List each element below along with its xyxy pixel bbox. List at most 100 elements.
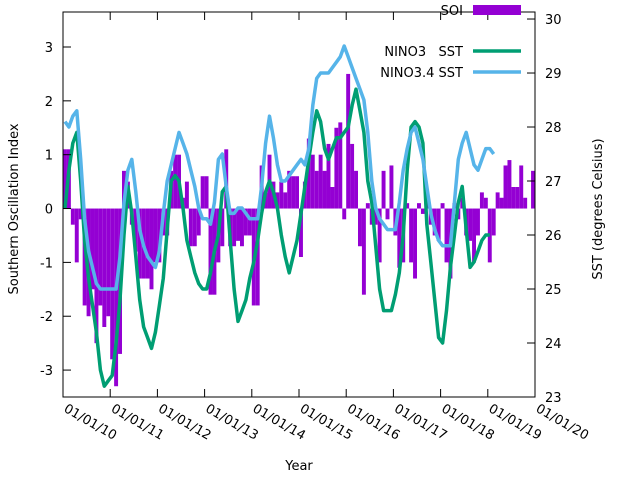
soi-bar — [279, 181, 284, 209]
soi-bar — [531, 170, 535, 209]
y2-tick-label: 29 — [545, 67, 562, 82]
x-tick-label: 01/01/20 — [533, 401, 591, 443]
soi-bar — [306, 138, 311, 209]
soi-bar — [515, 187, 520, 209]
y-tick-label: 1 — [45, 149, 53, 164]
y-tick-label: 3 — [45, 41, 53, 56]
soi-bar — [70, 208, 75, 225]
soi-bar — [468, 208, 473, 241]
soi-bar — [243, 208, 248, 236]
sst-line — [63, 87, 490, 388]
soi-bar — [74, 208, 79, 263]
legend-label: SOI — [441, 4, 463, 19]
soi-bar — [102, 208, 107, 327]
y2-tick-label: 24 — [545, 337, 562, 352]
x-tick-label: 01/01/16 — [344, 401, 402, 443]
soi-bar — [208, 208, 213, 295]
soi-bar — [503, 165, 508, 209]
y-tick-label: -1 — [40, 256, 53, 271]
soi-bar — [78, 208, 83, 220]
soi-bar — [94, 208, 99, 344]
soi-bar — [523, 197, 528, 209]
soi-bar — [483, 197, 488, 209]
legend-label: NINO3 SST — [384, 45, 463, 60]
soi-bar — [326, 143, 331, 209]
soi-bar — [476, 208, 480, 236]
soi-bar — [377, 208, 382, 263]
x-tick-label: 01/01/14 — [250, 401, 308, 443]
soi-bar — [295, 176, 299, 209]
y-tick-label: 2 — [45, 95, 53, 110]
soi-bar — [361, 208, 366, 295]
soi-bar — [358, 208, 362, 247]
y2-tick-label: 30 — [545, 13, 562, 28]
sst-line — [63, 44, 496, 291]
soi-bar — [413, 208, 417, 279]
soi-bar — [405, 203, 410, 209]
soi-bar — [98, 208, 103, 306]
x-tick-label: 01/01/12 — [155, 401, 213, 443]
soi-bar — [318, 154, 323, 209]
soi-bar — [299, 208, 303, 257]
soi-bar — [507, 160, 512, 209]
y2-tick-label: 27 — [545, 175, 562, 190]
soi-bar — [236, 208, 240, 241]
soi-bar — [173, 154, 178, 209]
soi-bar — [196, 208, 201, 236]
soi-bar — [444, 208, 449, 263]
soi-bar — [385, 208, 390, 220]
soi-bar — [432, 208, 437, 236]
soi-bar — [137, 208, 142, 279]
soi-bar — [314, 170, 319, 209]
soi-bar — [381, 170, 386, 209]
y-tick-label: -3 — [40, 364, 53, 379]
soi-bar — [346, 73, 351, 209]
soi-bar — [275, 192, 280, 209]
soi-bar — [232, 208, 237, 247]
soi-bar — [247, 208, 252, 236]
soi-bar — [192, 208, 197, 247]
soi-bar — [322, 170, 327, 209]
soi-bar — [153, 208, 158, 263]
soi-bar — [417, 203, 421, 209]
y-tick-label: -2 — [40, 310, 53, 325]
soi-bar — [338, 122, 343, 209]
legend-label: NINO3.4 SST — [380, 66, 463, 81]
soi-bar — [200, 176, 205, 209]
soi-bar — [310, 154, 315, 209]
soi-bar — [287, 170, 292, 209]
x-tick-label: 01/01/11 — [108, 401, 166, 443]
soi-bar — [519, 165, 524, 209]
y2-tick-label: 25 — [545, 283, 562, 298]
soi-bar — [106, 208, 111, 317]
soi-bar — [283, 192, 288, 209]
y2-axis-label: SST (degrees Celsius) — [591, 138, 606, 279]
soi-bar — [291, 176, 296, 209]
soi-bar — [495, 192, 500, 209]
x-tick-label: 01/01/19 — [486, 401, 544, 443]
soi-bar — [255, 208, 260, 306]
x-tick-label: 01/01/17 — [391, 401, 449, 443]
soi-bar — [204, 176, 209, 209]
soi-bar — [420, 208, 425, 214]
soi-bar — [90, 208, 95, 290]
y-axis-label: Southern Oscillation Index — [7, 123, 22, 294]
y2-tick-label: 26 — [545, 229, 562, 244]
soi-bar — [350, 143, 355, 209]
soi-bar — [389, 165, 394, 209]
x-tick-label: 01/01/10 — [61, 401, 119, 443]
x-tick-label: 01/01/18 — [439, 401, 497, 443]
soi-bar — [365, 203, 370, 209]
soi-bar — [149, 208, 154, 290]
soi-bar — [342, 208, 347, 220]
soi-bar — [188, 208, 193, 247]
soi-bar — [354, 170, 358, 209]
soi-bar — [440, 203, 445, 209]
soi-bar — [133, 208, 138, 252]
soi-bar — [499, 197, 504, 209]
y-tick-label: 0 — [45, 203, 53, 218]
soi-bar — [409, 208, 414, 263]
x-tick-label: 01/01/15 — [297, 401, 355, 443]
soi-bar — [330, 187, 335, 209]
soi-bar — [511, 187, 516, 209]
